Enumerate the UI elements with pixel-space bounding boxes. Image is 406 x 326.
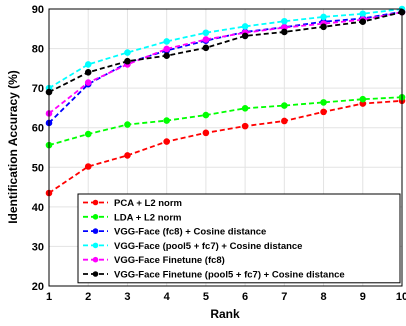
x-tick-label: 2 (85, 291, 91, 303)
series-line (48, 11, 403, 93)
data-point (84, 79, 92, 86)
data-point (84, 69, 92, 76)
data-point (320, 108, 327, 116)
data-point (202, 44, 210, 52)
data-point (124, 49, 131, 56)
legend-swatch-marker (92, 228, 99, 234)
y-tick-label: 20 (32, 281, 44, 293)
legend-item: VGG-Face Finetune (fc8) (83, 255, 225, 266)
legend-swatch-marker (92, 256, 99, 263)
x-tick-label: 7 (281, 291, 287, 303)
y-tick-label: 50 (32, 162, 44, 174)
legend-label: PCA + L2 norm (114, 198, 182, 209)
legend-item: VGG-Face Finetune (pool5 + fc7) + Cosine… (83, 270, 345, 281)
legend-swatch-marker (92, 199, 99, 206)
data-point (84, 163, 92, 170)
y-tick-label: 90 (32, 4, 44, 16)
data-point (202, 111, 210, 119)
series-2 (45, 93, 406, 149)
legend-item: VGG-Face (pool5 + fc7) + Cosine distance (83, 241, 302, 252)
legend-label: VGG-Face Finetune (fc8) (114, 255, 225, 266)
y-tick-label: 40 (32, 202, 44, 214)
legend-label: VGG-Face (pool5 + fc7) + Cosine distance (114, 241, 302, 252)
y-tick-label: 80 (32, 44, 44, 56)
series-line (48, 11, 403, 115)
plot-frame (48, 8, 403, 287)
y-axis-label: Identification Accuracy (%) (6, 70, 20, 224)
x-tick-label: 1 (46, 291, 52, 303)
data-point (84, 61, 92, 68)
x-tick-label: 6 (242, 291, 248, 303)
legend-item: LDA + L2 norm (83, 212, 181, 223)
legend-item: VGG-Face (fc8) + Cosine distance (83, 227, 266, 238)
data-point (163, 38, 170, 45)
legend-label: VGG-Face (fc8) + Cosine distance (114, 227, 266, 238)
x-tick-label: 5 (203, 291, 209, 303)
data-point (84, 130, 92, 138)
x-tick-label: 3 (124, 291, 130, 303)
data-point (320, 99, 327, 106)
tick-labels: 1 2 3 4 5 6 7 8 9 10 20 30 40 50 60 70 80 90 (32, 4, 406, 303)
series-1 (45, 97, 406, 197)
data-point (202, 129, 210, 137)
series-line (48, 8, 403, 89)
x-tick-label: 4 (164, 291, 171, 303)
legend-swatch-marker (92, 242, 99, 249)
data-point (241, 23, 249, 30)
legend-label: LDA + L2 norm (114, 212, 181, 223)
legend-swatch-marker (92, 271, 99, 277)
data-point (320, 23, 327, 31)
data-point (241, 105, 249, 112)
series-5 (45, 8, 406, 117)
data-point (124, 121, 131, 128)
series-line (48, 96, 403, 146)
data-point (163, 138, 170, 145)
y-tick-label: 60 (32, 123, 44, 135)
data-point (124, 152, 131, 159)
data-point (241, 122, 249, 130)
series-6 (45, 8, 406, 96)
data-point (359, 95, 367, 103)
legend-swatch-marker (92, 214, 99, 220)
data-point (281, 17, 288, 25)
x-tick-label: 10 (396, 291, 406, 303)
data-point (281, 28, 288, 36)
legend: PCA + L2 norm LDA + L2 norm VGG-Face (fc8)… (77, 193, 401, 284)
series-line (48, 99, 403, 194)
legend-item: PCA + L2 norm (83, 198, 182, 209)
data-point (163, 117, 170, 124)
data-point (202, 29, 210, 37)
y-tick-label: 70 (32, 83, 44, 95)
series-group (45, 5, 406, 197)
x-tick-label: 8 (320, 291, 326, 303)
data-point (359, 10, 367, 18)
legend-box (77, 193, 401, 284)
data-point (320, 13, 327, 21)
data-point (281, 117, 288, 125)
data-point (163, 45, 170, 53)
data-point (281, 102, 288, 109)
x-axis-label: Rank (210, 307, 240, 321)
data-point (202, 36, 210, 43)
data-point (241, 32, 249, 40)
data-point (163, 52, 170, 59)
data-point (124, 57, 131, 65)
data-point (359, 18, 367, 25)
y-tick-label: 30 (32, 241, 44, 253)
x-tick-label: 9 (360, 291, 366, 303)
legend-label: VGG-Face Finetune (pool5 + fc7) + Cosine… (114, 270, 345, 281)
